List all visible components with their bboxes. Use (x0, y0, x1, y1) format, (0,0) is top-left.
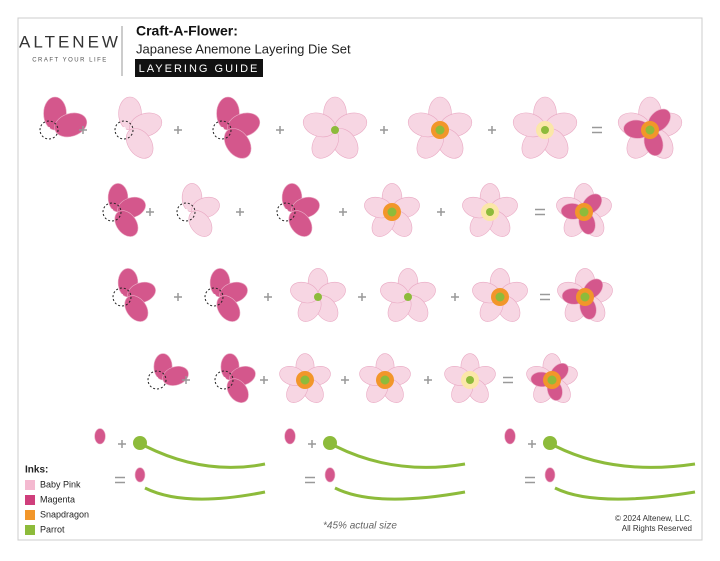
ink-name: Snapdragon (40, 509, 89, 519)
copyright: © 2024 Altenew, LLC. (615, 514, 692, 523)
step-circle (39, 120, 59, 140)
center (645, 125, 655, 135)
center (580, 292, 590, 302)
ink-name: Baby Pink (40, 479, 81, 489)
petal (54, 112, 88, 138)
artwork: 1 2 3 1 2 3 1 2 1 2 (25, 96, 696, 535)
step-number: 3 (220, 126, 225, 135)
center (331, 126, 339, 134)
step-number: 2 (184, 208, 189, 217)
brand: ALTENEW (19, 32, 121, 51)
petal (324, 467, 336, 483)
ink-name: Parrot (40, 524, 65, 534)
stem (554, 486, 696, 501)
step-circle (204, 287, 224, 307)
step-number: 1 (120, 293, 125, 302)
center (579, 207, 589, 217)
step-circle (214, 370, 234, 390)
bud (323, 436, 337, 450)
bud (133, 436, 147, 450)
stem (144, 486, 266, 501)
center (466, 376, 474, 384)
petal (114, 210, 139, 237)
step-circle (276, 202, 296, 222)
step-number: 3 (284, 208, 289, 217)
center (435, 125, 445, 135)
step-circle (176, 202, 196, 222)
step-number: 2 (212, 293, 217, 302)
rights: All Rights Reserved (622, 524, 692, 533)
center (541, 126, 549, 134)
step-circle (114, 120, 134, 140)
ink-swatch (25, 495, 35, 505)
petal (126, 128, 154, 159)
tagline: CRAFT YOUR LIFE (32, 58, 108, 64)
ink-name: Magenta (40, 494, 75, 504)
stem (144, 444, 266, 469)
petal (134, 467, 146, 483)
badge: LAYERING GUIDE (139, 63, 260, 75)
step-number: 2 (122, 126, 127, 135)
petal (284, 428, 296, 445)
bud (543, 436, 557, 450)
petal (544, 467, 556, 483)
petal (288, 210, 313, 237)
petal (226, 378, 249, 403)
ink-swatch (25, 510, 35, 520)
petal (224, 128, 252, 159)
step-number: 2 (222, 376, 227, 385)
petal (188, 210, 213, 237)
petal (216, 295, 241, 322)
ink-swatch (25, 480, 35, 490)
step-circle (212, 120, 232, 140)
petal (504, 428, 516, 445)
stem (334, 486, 466, 501)
petal (162, 366, 189, 386)
title: Craft-A-Flower: (136, 23, 238, 39)
subtitle: Japanese Anemone Layering Die Set (136, 41, 351, 56)
center (387, 207, 397, 217)
step-number: 1 (155, 376, 160, 385)
center (486, 208, 494, 216)
size-note: *45% actual size (323, 521, 397, 532)
petal (94, 428, 106, 445)
step-number: 1 (110, 208, 115, 217)
inks-title: Inks: (25, 465, 48, 476)
step-circle (102, 202, 122, 222)
center (404, 293, 412, 301)
badge-box (135, 59, 263, 77)
center (547, 375, 557, 385)
center (495, 292, 505, 302)
step-circle (112, 287, 132, 307)
step-circle (147, 370, 167, 390)
center (314, 293, 322, 301)
center (300, 375, 310, 385)
step-number: 1 (47, 126, 52, 135)
stem (554, 444, 696, 469)
stem (334, 444, 466, 469)
center (380, 375, 390, 385)
petal (124, 295, 149, 322)
ink-swatch (25, 525, 35, 535)
